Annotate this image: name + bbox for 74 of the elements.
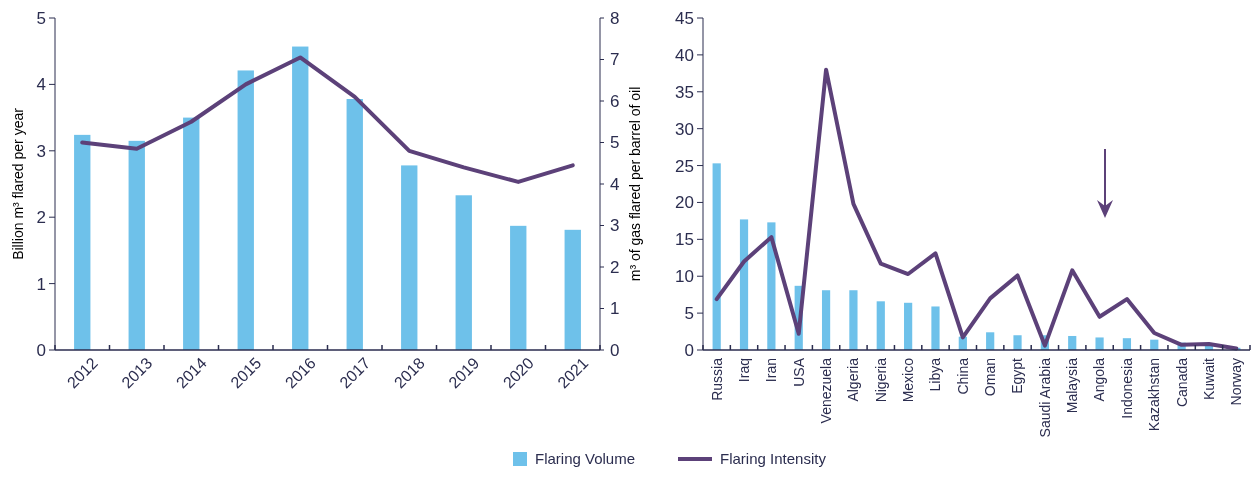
y2-tick-label: 8 xyxy=(610,8,620,28)
y-axis-title: Billion m³ flared per year xyxy=(10,107,26,260)
x-tick-label: Canada xyxy=(1173,357,1190,408)
bar xyxy=(510,225,527,350)
x-tick-label: Iraq xyxy=(735,358,752,383)
bar xyxy=(74,134,91,350)
line-series xyxy=(80,55,575,184)
bar xyxy=(849,290,858,350)
x-tick-label: Venezuela xyxy=(817,357,834,424)
y2-tick-label: 1 xyxy=(610,299,620,319)
y-tick-label: 5 xyxy=(684,304,694,324)
x-tick-label: USA xyxy=(790,357,807,387)
bar xyxy=(904,302,913,350)
bar xyxy=(1095,337,1104,350)
bar xyxy=(455,195,472,350)
x-tick-label: Norway xyxy=(1228,358,1245,406)
bar xyxy=(401,165,418,350)
y2-tick-label: 3 xyxy=(610,216,620,236)
y-tick-label: 1 xyxy=(36,274,46,294)
legend-label: Flaring Volume xyxy=(535,450,636,468)
y2-tick-label: 6 xyxy=(610,91,620,111)
y-tick-label: 25 xyxy=(675,156,694,176)
bar xyxy=(128,140,145,350)
bar xyxy=(346,99,363,350)
x-tick-label: Kazakhstan xyxy=(1146,358,1163,432)
x-tick-label: Egypt xyxy=(1009,357,1026,394)
y-tick-label: 10 xyxy=(675,267,694,287)
bar xyxy=(1068,335,1077,350)
y2-tick-label: 0 xyxy=(610,340,620,360)
y-tick-label: 20 xyxy=(675,193,694,213)
x-tick-label: Iran xyxy=(763,358,780,383)
y-tick-label: 0 xyxy=(684,340,694,360)
y-tick-label: 3 xyxy=(36,141,46,161)
line-series xyxy=(714,67,1239,351)
y-tick-label: 30 xyxy=(675,119,694,139)
y2-axis-title: m³ of gas flared per barrel of oil xyxy=(627,86,643,282)
bar xyxy=(821,290,831,350)
x-tick-label: Malaysia xyxy=(1064,357,1081,414)
x-tick-label: China xyxy=(954,357,971,395)
x-tick-label: Nigeria xyxy=(872,357,889,403)
y-tick-label: 45 xyxy=(675,8,694,28)
y2-tick-label: 2 xyxy=(610,257,620,277)
x-tick-label: Mexico xyxy=(900,357,917,403)
y-tick-label: 40 xyxy=(675,45,694,65)
x-tick-label: Oman xyxy=(982,358,999,397)
x-tick-label: Angola xyxy=(1091,357,1108,402)
y-tick-label: 4 xyxy=(36,75,46,95)
bar xyxy=(767,222,776,350)
bar xyxy=(712,163,721,350)
bar xyxy=(292,46,309,350)
x-tick-label: Russia xyxy=(708,357,725,401)
x-tick-label: Saudi Arabia xyxy=(1036,357,1053,438)
bar xyxy=(1013,335,1022,350)
legend-label: Flaring Intensity xyxy=(720,450,827,468)
bar xyxy=(237,70,254,350)
y2-tick-label: 7 xyxy=(610,50,620,70)
y-tick-label: 15 xyxy=(675,230,694,250)
bar xyxy=(1122,338,1132,350)
y-tick-label: 5 xyxy=(36,8,46,28)
bar xyxy=(986,332,995,350)
bar xyxy=(183,117,200,350)
y-tick-label: 35 xyxy=(675,82,694,102)
bar xyxy=(931,306,940,350)
x-tick-label: Kuwait xyxy=(1200,357,1217,401)
y-tick-label: 2 xyxy=(36,208,46,228)
bar xyxy=(739,219,749,350)
y-tick-label: 0 xyxy=(36,340,46,360)
bar xyxy=(564,229,581,350)
x-tick-label: Indonesia xyxy=(1118,357,1135,419)
x-tick-label: Libya xyxy=(927,357,944,392)
y2-tick-label: 5 xyxy=(610,133,620,153)
y2-tick-label: 4 xyxy=(610,174,620,194)
bar xyxy=(876,301,885,350)
x-tick-label: Algeria xyxy=(845,357,862,402)
